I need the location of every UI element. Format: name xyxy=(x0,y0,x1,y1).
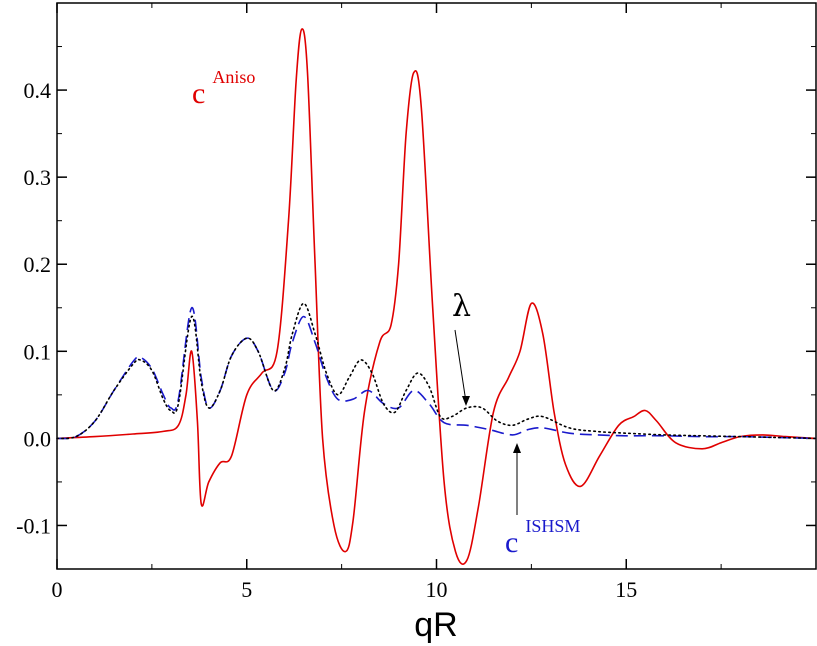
annotation-aniso-sup: Aniso xyxy=(212,67,255,87)
x-axis-label: qR xyxy=(414,606,457,644)
y-axis: -0.1 0.0 0.1 0.2 0.3 0.4 xyxy=(16,2,816,570)
annotation-ishsm-sup: ISHSM xyxy=(525,516,580,536)
x-axis: 0 5 10 15 xyxy=(52,3,722,602)
y-tick-label: 0.0 xyxy=(24,426,52,451)
y-tick-label: -0.1 xyxy=(16,513,51,538)
y-tick-label: 0.3 xyxy=(24,165,52,190)
x-tick-label: 15 xyxy=(615,577,637,602)
annotation-aniso-base: c xyxy=(192,77,205,110)
y-tick-label: 0.2 xyxy=(24,252,52,277)
lambda-arrowhead xyxy=(462,396,470,406)
x-tick-label: 10 xyxy=(426,577,448,602)
x-tick-label: 0 xyxy=(52,577,63,602)
series-line-dashed xyxy=(56,306,817,440)
y-tick-label: 0.4 xyxy=(24,78,52,103)
annotation-ishsm: c ISHSM xyxy=(505,516,580,559)
y-tick-label: 0.1 xyxy=(24,339,52,364)
annotation-aniso: c Aniso xyxy=(192,67,255,110)
series-layer xyxy=(56,28,817,565)
ishsm-arrowhead xyxy=(513,443,521,453)
annotation-lambda: λ xyxy=(452,289,471,324)
annotation-ishsm-base: c xyxy=(505,526,518,559)
series-line-dotted xyxy=(56,302,817,440)
lambda-arrow xyxy=(454,329,467,403)
series-line-solid xyxy=(56,28,817,565)
plot-frame xyxy=(56,2,817,570)
x-tick-label: 5 xyxy=(241,577,252,602)
